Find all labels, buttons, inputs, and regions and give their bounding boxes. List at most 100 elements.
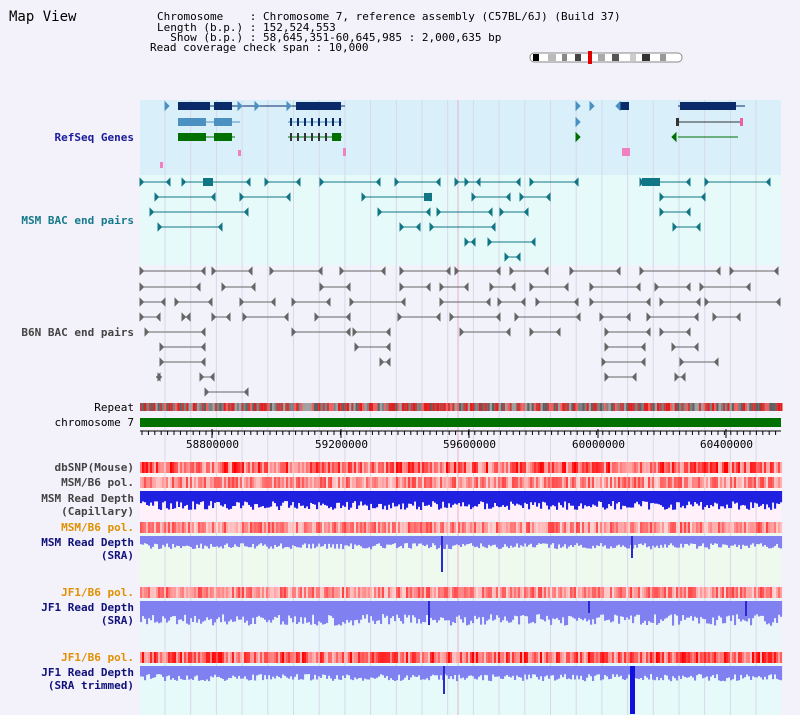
read-depth-bar — [766, 491, 769, 505]
polymorphism-cell — [178, 587, 181, 598]
polymorphism-cell — [612, 462, 615, 473]
read-depth-bar — [546, 666, 549, 676]
polymorphism-cell — [364, 587, 367, 598]
polymorphism-cell — [432, 587, 435, 598]
b6n-bac-pair-end — [243, 387, 249, 397]
polymorphism-cell — [660, 587, 663, 598]
polymorphism-cell — [632, 652, 635, 663]
polymorphism-cell — [702, 462, 705, 473]
read-depth-bar — [496, 601, 499, 616]
polymorphism-cell — [460, 522, 463, 533]
repeat-block — [738, 403, 741, 411]
read-depth-bar — [752, 491, 755, 508]
polymorphism-cell — [506, 477, 509, 488]
polymorphism-cell — [290, 652, 293, 663]
polymorphism-cell — [422, 522, 425, 533]
read-depth-bar — [768, 666, 771, 676]
polymorphism-cell — [360, 587, 363, 598]
polymorphism-cell — [350, 462, 353, 473]
track-label-msm-depth-sra[interactable]: MSM Read Depth — [41, 536, 134, 549]
polymorphism-cell — [266, 462, 269, 473]
polymorphism-cell — [342, 522, 345, 533]
read-depth-bar — [596, 601, 599, 618]
read-depth-bar — [604, 491, 607, 510]
repeat-block — [696, 403, 699, 411]
read-depth-bar — [294, 536, 297, 547]
read-depth-bar — [332, 666, 335, 681]
refseq-arrow — [286, 100, 292, 112]
read-depth-bar — [150, 536, 153, 549]
track-label-chromosome[interactable]: chromosome 7 — [54, 416, 134, 429]
track-label-msm-depth-capillary[interactable]: MSM Read Depth — [41, 492, 134, 505]
track-label-jf1-depth-trimmed[interactable]: JF1 Read Depth — [41, 666, 134, 679]
polymorphism-cell — [256, 522, 259, 533]
polymorphism-cell — [234, 477, 237, 488]
track-label-jf1-b6-pol-1[interactable]: JF1/B6 pol. — [61, 586, 134, 599]
read-depth-bar — [318, 491, 321, 503]
read-depth-bar — [284, 666, 287, 676]
track-label-jf1-b6-pol-2[interactable]: JF1/B6 pol. — [61, 651, 134, 664]
msm-bac-pair-end — [394, 177, 400, 187]
polymorphism-cell — [532, 652, 535, 663]
read-depth-bar — [216, 666, 219, 678]
read-depth-bar — [460, 666, 463, 679]
track-label-jf1-depth-sra[interactable]: JF1 Read Depth — [41, 601, 134, 614]
polymorphism-cell — [492, 522, 495, 533]
read-depth-bar — [452, 666, 455, 680]
polymorphism-cell — [554, 522, 557, 533]
polymorphism-cell — [296, 587, 299, 598]
repeat-block — [571, 403, 574, 411]
track-label-repeat[interactable]: Repeat — [94, 401, 134, 414]
polymorphism-cell — [494, 652, 497, 663]
read-depth-bar — [336, 491, 339, 503]
read-depth-bar — [244, 601, 247, 623]
polymorphism-cell — [186, 477, 189, 488]
read-depth-bar — [272, 491, 275, 502]
read-depth-bar — [430, 601, 433, 618]
track-label-b6n-bac[interactable]: B6N BAC end pairs — [21, 326, 134, 339]
repeat-block — [485, 403, 488, 411]
polymorphism-cell — [266, 587, 269, 598]
polymorphism-cell — [616, 477, 619, 488]
read-depth-bar — [326, 536, 329, 549]
read-depth-bar — [428, 666, 431, 681]
polymorphism-cell — [568, 462, 571, 473]
read-depth-bar — [334, 666, 337, 679]
polymorphism-cell — [242, 652, 245, 663]
track-label-refseq[interactable]: RefSeq Genes — [54, 131, 134, 144]
read-depth-bar — [200, 491, 203, 502]
polymorphism-cell — [392, 477, 395, 488]
track-label-msm-b6-pol-1[interactable]: MSM/B6 pol. — [61, 476, 134, 489]
polymorphism-cell — [702, 477, 705, 488]
read-depth-bar — [332, 536, 335, 545]
polymorphism-cell — [642, 587, 645, 598]
polymorphism-cell — [304, 587, 307, 598]
read-depth-bar — [354, 601, 357, 621]
polymorphism-cell — [776, 522, 779, 533]
polymorphism-cell — [168, 652, 171, 663]
polymorphism-cell — [194, 462, 197, 473]
polymorphism-cell — [712, 522, 715, 533]
repeat-block — [236, 403, 240, 411]
read-depth-bar — [210, 536, 213, 545]
repeat-block — [430, 403, 433, 411]
polymorphism-cell — [282, 652, 285, 663]
track-label-msm-b6-pol-2[interactable]: MSM/B6 pol. — [61, 521, 134, 534]
polymorphism-cell — [170, 587, 173, 598]
polymorphism-cell — [566, 587, 569, 598]
track-label-msm-bac[interactable]: MSM BAC end pairs — [21, 214, 134, 227]
polymorphism-cell — [280, 477, 283, 488]
read-depth-bar — [718, 491, 721, 510]
polymorphism-cell — [362, 587, 365, 598]
repeat-block — [280, 403, 284, 411]
polymorphism-cell — [630, 587, 633, 598]
read-depth-bar — [260, 536, 263, 544]
polymorphism-cell — [724, 652, 727, 663]
polymorphism-cell — [238, 652, 241, 663]
read-depth-bar — [748, 601, 751, 619]
polymorphism-cell — [332, 462, 335, 473]
track-label-dbsnp[interactable]: dbSNP(Mouse) — [54, 461, 134, 474]
polymorphism-cell — [534, 462, 537, 473]
polymorphism-cell — [318, 522, 321, 533]
